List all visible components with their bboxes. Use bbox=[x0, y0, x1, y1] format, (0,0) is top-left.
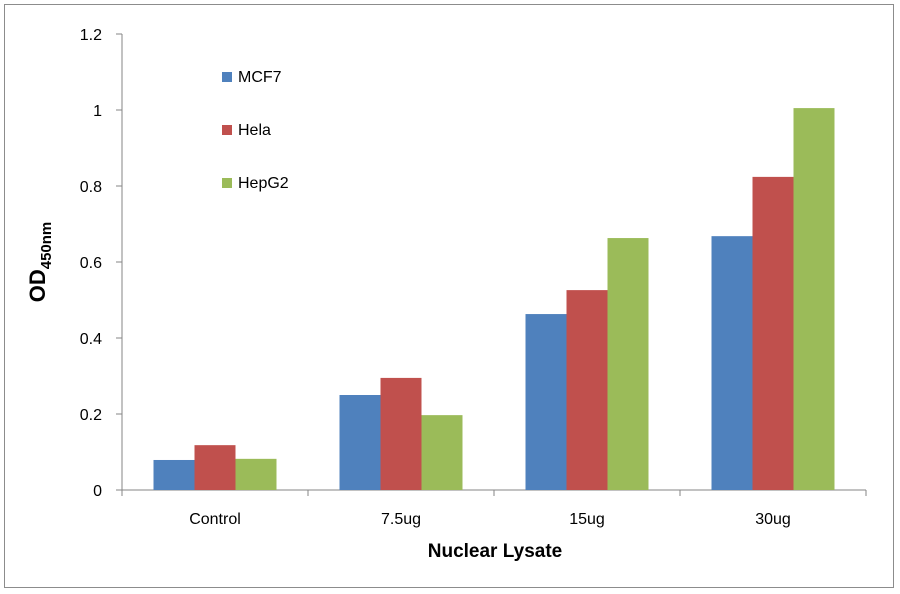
legend-swatch bbox=[222, 125, 232, 135]
y-axis-title-group: OD450nm bbox=[25, 222, 55, 303]
legend-swatch bbox=[222, 72, 232, 82]
bar-hela bbox=[752, 176, 794, 490]
y-axis: 0 0.2 0.4 0.6 0.8 1 1.2 bbox=[80, 27, 123, 500]
x-axis: Control 7.5ug 15ug 30ug bbox=[121, 489, 867, 528]
x-tick-label: 15ug bbox=[569, 511, 605, 528]
y-tick-label: 0.8 bbox=[80, 179, 102, 196]
svg-text:OD450nm: OD450nm bbox=[25, 222, 55, 303]
legend: MCF7 Hela HepG2 bbox=[222, 69, 289, 192]
x-tick-label: Control bbox=[189, 511, 241, 528]
bar-hepg2 bbox=[235, 458, 277, 490]
legend-label: MCF7 bbox=[238, 69, 282, 86]
bar-hepg2 bbox=[607, 238, 649, 490]
bar-mcf7 bbox=[525, 314, 567, 490]
bars bbox=[153, 108, 835, 490]
y-tick-label: 1 bbox=[93, 103, 102, 120]
y-tick-label: 0.6 bbox=[80, 255, 102, 272]
legend-label: Hela bbox=[238, 122, 271, 139]
bar-mcf7 bbox=[153, 459, 195, 490]
bar-mcf7 bbox=[339, 395, 381, 490]
y-tick-label: 0.4 bbox=[80, 331, 102, 348]
y-tick-label: 1.2 bbox=[80, 27, 102, 44]
bar-hela bbox=[380, 377, 422, 490]
y-axis-title: OD bbox=[25, 269, 50, 302]
y-tick-label: 0 bbox=[93, 483, 102, 500]
x-tick-label: 7.5ug bbox=[381, 511, 421, 528]
bar-mcf7 bbox=[711, 236, 753, 490]
chart-frame bbox=[4, 4, 894, 588]
bar-hela bbox=[566, 290, 608, 490]
x-axis-title: Nuclear Lysate bbox=[428, 541, 562, 562]
x-tick-label: 30ug bbox=[755, 511, 791, 528]
legend-swatch bbox=[222, 178, 232, 188]
bar-hela bbox=[194, 445, 236, 490]
legend-label: HepG2 bbox=[238, 175, 289, 192]
y-tick-label: 0.2 bbox=[80, 407, 102, 424]
bar-hepg2 bbox=[793, 108, 835, 490]
bar-hepg2 bbox=[421, 415, 463, 490]
y-axis-title-subscript: 450nm bbox=[38, 222, 55, 270]
